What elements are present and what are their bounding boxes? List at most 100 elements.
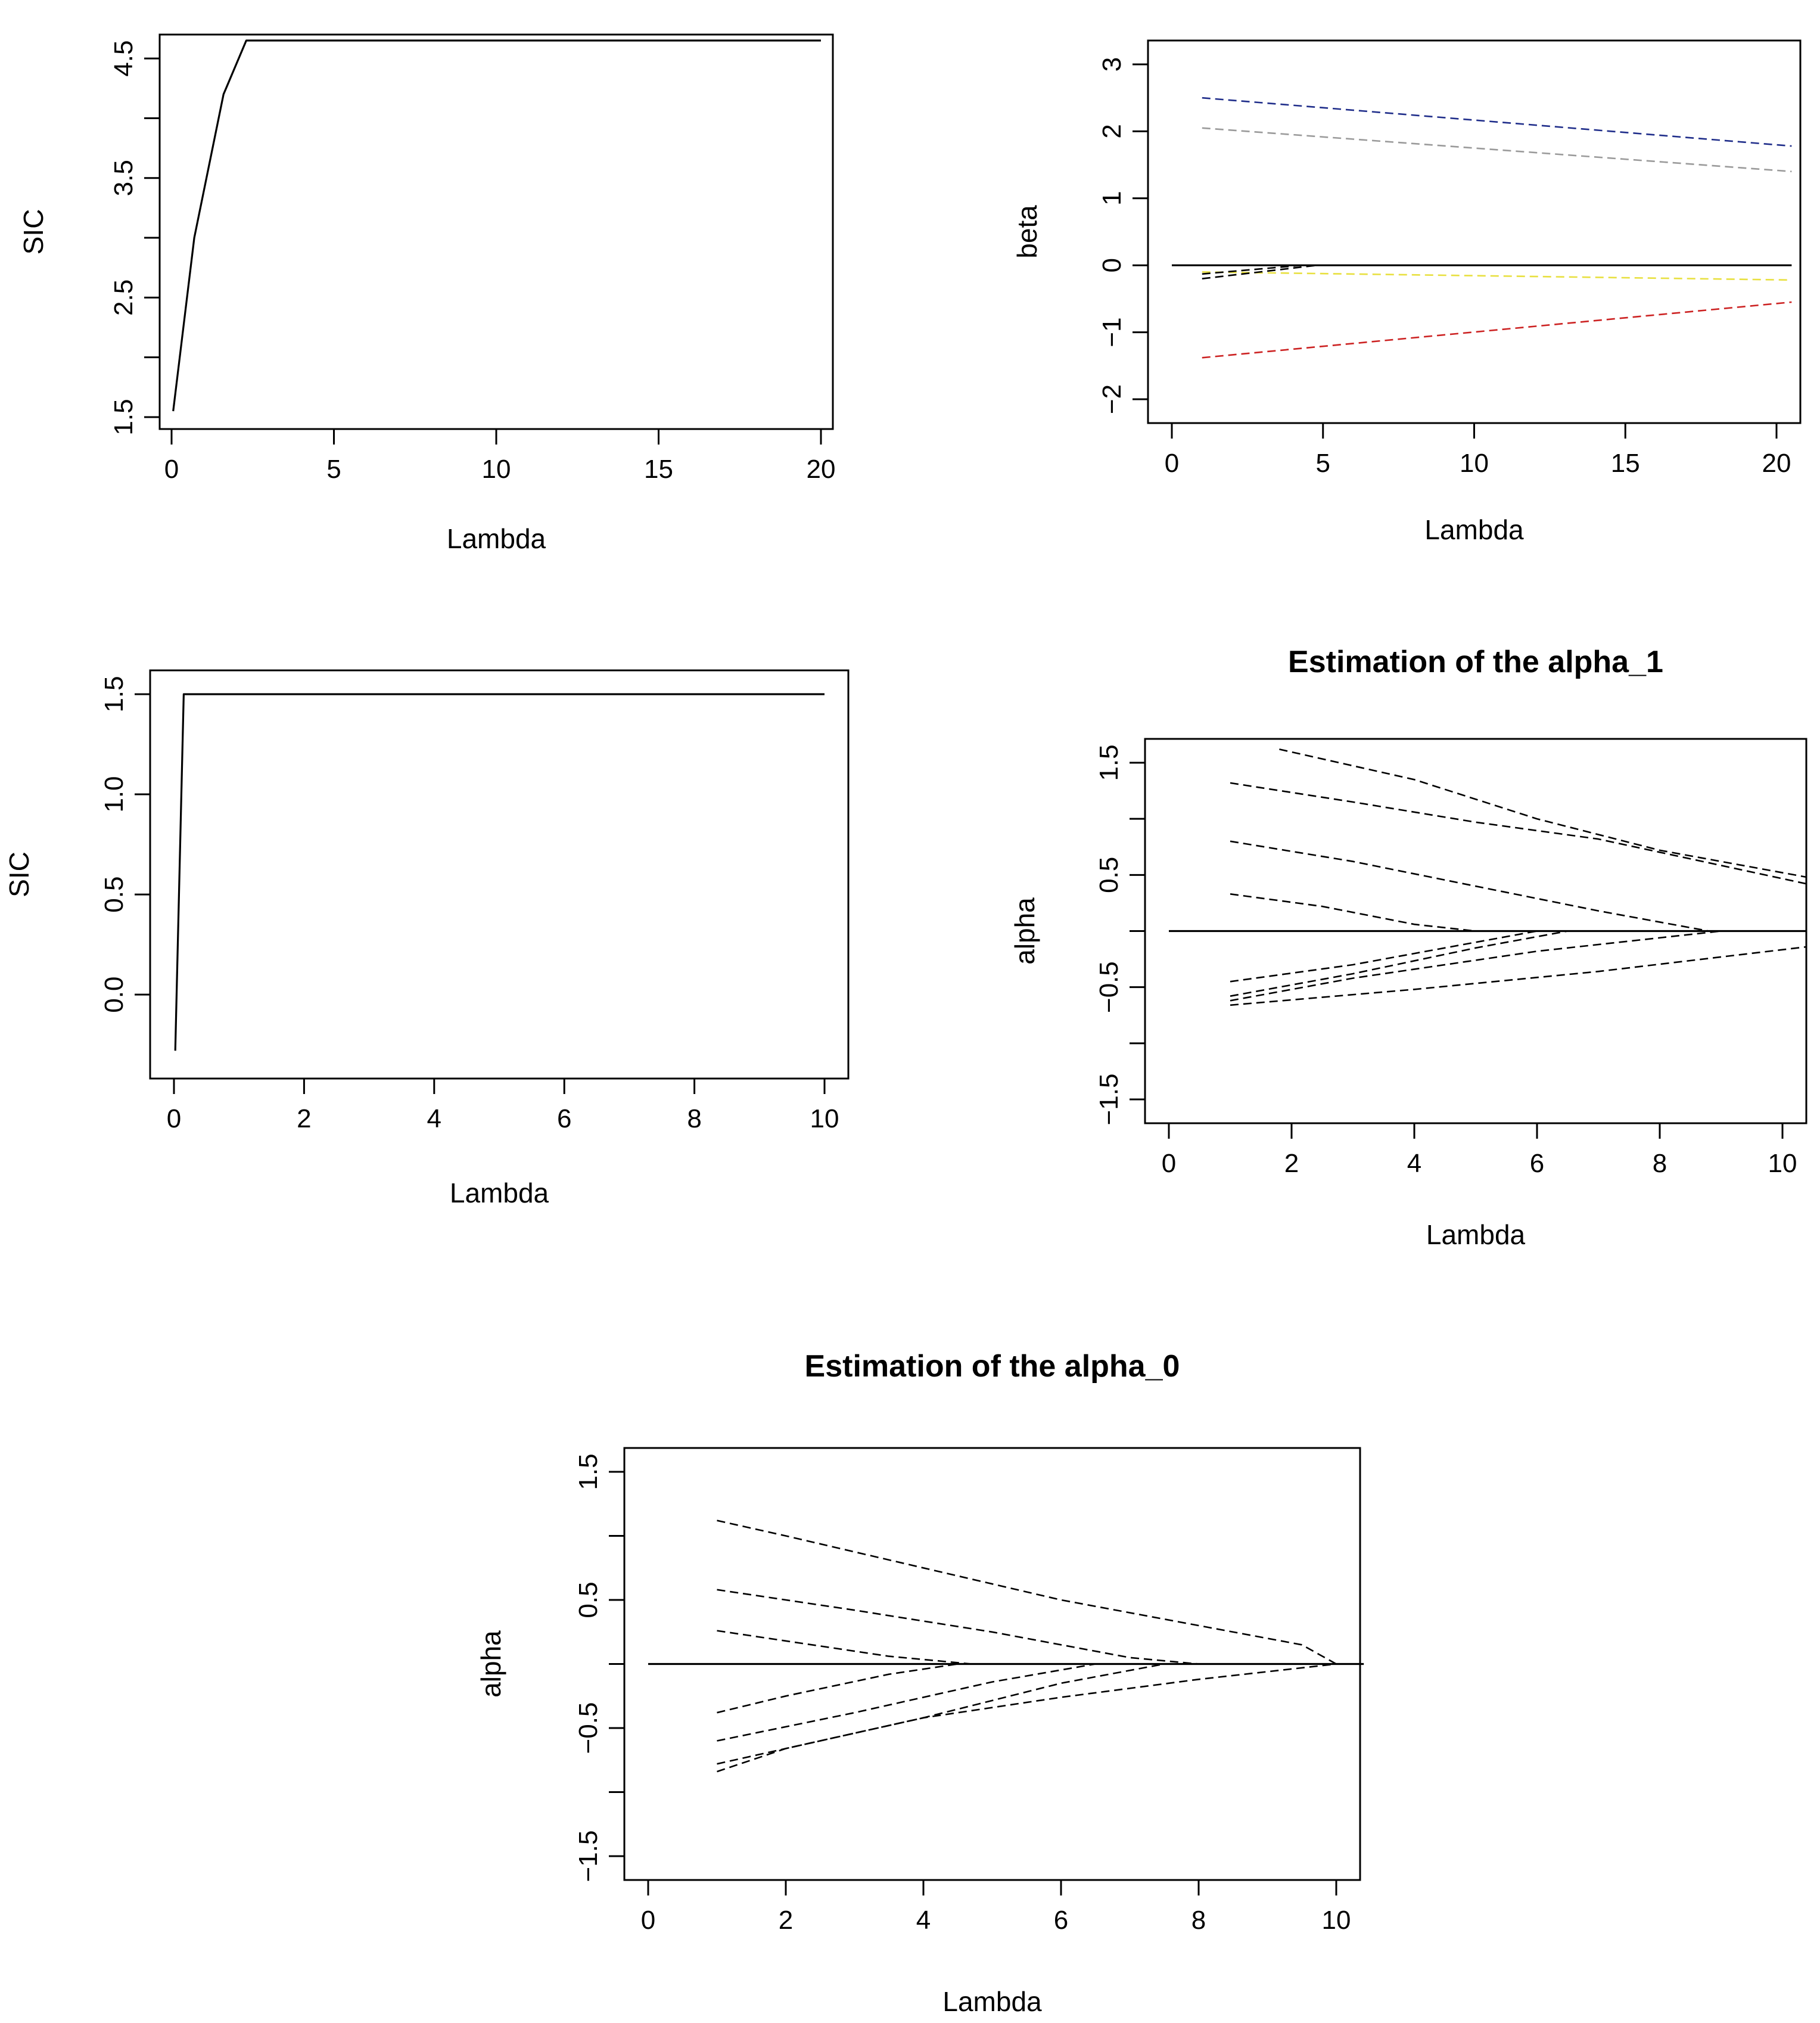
series-line-beta-6	[1202, 301, 1792, 359]
x-tick-label: 10	[482, 455, 511, 484]
series-line-a1-4	[1230, 893, 1476, 932]
x-axis: 0 2 4 6 8 10	[641, 1879, 1351, 1935]
x-tick-label: 4	[1407, 1149, 1421, 1178]
x-tick-label: 8	[1653, 1149, 1667, 1178]
series-line-SIC	[174, 693, 825, 1051]
series-line-a0-7	[717, 1663, 1337, 1773]
panel-alpha1: 0 2 4 6 8 10 −1.5 −0.5 0.5 1.5 Lambda alpha Estimati…	[1009, 645, 1807, 1250]
x-axis-label: Lambda	[450, 1177, 549, 1208]
series-line-a1-8	[1230, 930, 1722, 1002]
panel-sic-middle: 0 2 4 6 8 10 0.0 0.5 1.0 1.5 Lambda SIC	[4, 669, 850, 1208]
series-line-SIC	[172, 39, 821, 412]
x-axis: 0 5 10 15 20	[1165, 422, 1791, 478]
x-tick-label: 15	[644, 455, 673, 484]
y-tick-label: −2	[1097, 384, 1127, 414]
x-axis: 0 5 10 15 20	[164, 428, 836, 484]
y-tick-label: 1.5	[1094, 744, 1124, 781]
x-axis-label: Lambda	[1424, 514, 1524, 545]
panel-beta: 0 5 10 15 20 −2 −1 0 1 2 3 Lambda beta	[1012, 39, 1802, 545]
y-tick-label: −0.5	[1094, 961, 1124, 1013]
series-line-a1-7	[1230, 930, 1568, 997]
y-axis-label: beta	[1012, 205, 1043, 259]
x-tick-label: 20	[1762, 449, 1791, 478]
y-tick-label: 1.0	[99, 776, 129, 812]
y-axis-label: alpha	[1009, 897, 1040, 965]
x-axis: 0 2 4 6 8 10	[1162, 1122, 1797, 1178]
series-line-a1-3	[1230, 840, 1709, 932]
x-tick-label: 10	[1322, 1906, 1351, 1935]
y-tick-label: 2.5	[109, 279, 138, 316]
y-tick-label: −1.5	[574, 1831, 603, 1882]
y-tick-label: 0.5	[1094, 857, 1124, 893]
series-group	[648, 1519, 1364, 1773]
x-tick-label: 6	[1530, 1149, 1544, 1178]
series-line-a0-5	[717, 1663, 1096, 1742]
y-axis-label: SIC	[4, 852, 35, 897]
series-line-beta-5	[1202, 264, 1302, 275]
panel-sic-top: 0 5 10 15 20 1.5 2.5 3.5 4.5 Lambda SIC	[18, 33, 836, 554]
series-line-beta-1	[1202, 97, 1792, 147]
x-tick-label: 0	[164, 455, 179, 484]
x-axis-label: Lambda	[447, 523, 546, 554]
y-tick-label: 0.0	[99, 977, 129, 1013]
y-tick-label: 1	[1097, 191, 1127, 206]
series-group	[174, 693, 825, 1051]
y-tick-label: 0.5	[574, 1581, 603, 1618]
y-tick-label: −1.5	[1094, 1074, 1124, 1126]
y-tick-label: 1.5	[109, 399, 138, 435]
x-tick-label: 15	[1611, 449, 1640, 478]
x-axis: 0 2 4 6 8 10	[167, 1077, 839, 1133]
series-line-a0-4	[717, 1663, 958, 1714]
x-tick-label: 5	[326, 455, 341, 484]
y-tick-label: 2	[1097, 124, 1127, 138]
series-group	[1169, 748, 1807, 1006]
series-line-a0-1	[717, 1519, 1337, 1665]
y-tick-label: 1.5	[574, 1453, 603, 1490]
y-axis: −1.5 −0.5 0.5 1.5	[574, 1453, 626, 1882]
series-line-beta-2	[1202, 127, 1792, 173]
x-tick-label: 10	[1768, 1149, 1797, 1178]
series-line-a1-9	[1230, 946, 1807, 1006]
x-tick-label: 8	[687, 1104, 701, 1133]
y-axis-label: SIC	[18, 209, 49, 255]
x-tick-label: 4	[916, 1906, 931, 1935]
series-line-beta-4	[1202, 264, 1317, 279]
series-line-a1-2	[1230, 782, 1807, 885]
series-group	[1172, 97, 1792, 359]
x-tick-label: 2	[1284, 1149, 1299, 1178]
x-tick-label: 0	[641, 1906, 655, 1935]
y-tick-label: 3.5	[109, 160, 138, 196]
x-tick-label: 0	[1162, 1149, 1176, 1178]
y-axis: −2 −1 0 1 2 3	[1097, 57, 1149, 414]
series-group	[172, 39, 821, 412]
y-axis: −1.5 −0.5 0.5 1.5	[1094, 744, 1146, 1126]
y-tick-label: 0	[1097, 258, 1127, 272]
series-line-a0-2	[717, 1589, 1199, 1665]
y-tick-label: −1	[1097, 318, 1127, 347]
y-tick-label: 4.5	[109, 40, 138, 76]
y-axis: 1.5 2.5 3.5 4.5	[109, 40, 161, 436]
x-tick-label: 6	[1054, 1906, 1068, 1935]
x-tick-label: 10	[810, 1104, 839, 1133]
y-axis-label: alpha	[475, 1630, 506, 1698]
x-tick-label: 0	[167, 1104, 181, 1133]
x-tick-label: 5	[1316, 449, 1330, 478]
chart-title: Estimation of the alpha_0	[805, 1349, 1180, 1384]
y-tick-label: 0.5	[99, 877, 129, 913]
series-line-a0-3	[717, 1630, 972, 1665]
x-tick-label: 0	[1165, 449, 1179, 478]
y-tick-label: 1.5	[99, 676, 129, 712]
x-tick-label: 2	[297, 1104, 311, 1133]
chart-title: Estimation of the alpha_1	[1288, 645, 1663, 679]
x-tick-label: 6	[557, 1104, 571, 1133]
y-axis: 0.0 0.5 1.0 1.5	[99, 676, 151, 1013]
y-tick-label: 3	[1097, 57, 1127, 72]
x-tick-label: 20	[807, 455, 836, 484]
x-tick-label: 2	[779, 1906, 793, 1935]
x-axis-label: Lambda	[1426, 1219, 1526, 1250]
series-line-beta-3	[1202, 271, 1792, 281]
x-tick-label: 10	[1460, 449, 1489, 478]
panel-alpha0: 0 2 4 6 8 10 −1.5 −0.5 0.5 1.5 Lambda alpha Estimati…	[475, 1349, 1364, 2017]
x-tick-label: 4	[427, 1104, 441, 1133]
